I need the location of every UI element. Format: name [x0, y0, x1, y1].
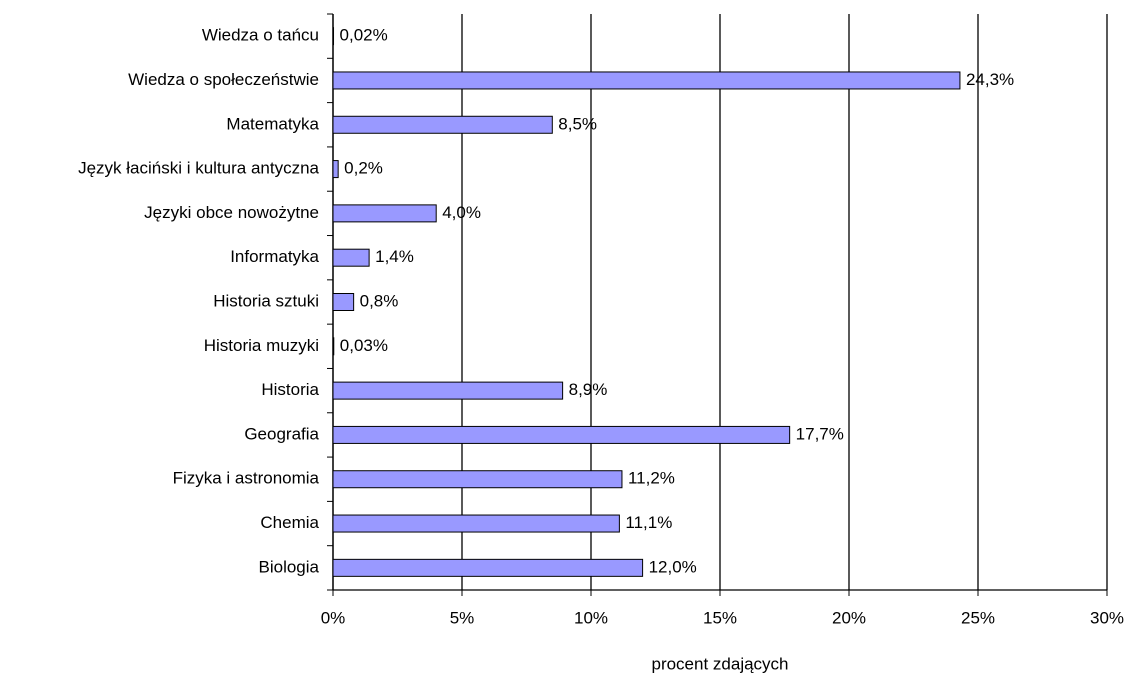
- bar: [332, 160, 339, 179]
- data-label: 12,0%: [649, 557, 697, 576]
- y-tick-label: Fizyka i astronomia: [173, 469, 320, 488]
- x-tick-label: 30%: [1090, 608, 1124, 627]
- bar: [332, 425, 791, 444]
- data-label: 0,02%: [340, 26, 388, 45]
- bar: [332, 115, 553, 134]
- data-label: 24,3%: [966, 70, 1014, 89]
- x-tick-label: 5%: [450, 608, 475, 627]
- data-label: 0,03%: [340, 336, 388, 355]
- data-label: 4,0%: [442, 203, 481, 222]
- bar: [332, 248, 370, 267]
- data-label: 0,8%: [360, 291, 399, 310]
- y-tick-label: Chemia: [260, 513, 319, 532]
- data-label: 11,1%: [625, 513, 672, 532]
- x-axis-title: procent zdających: [651, 654, 788, 673]
- x-tick-label: 10%: [574, 608, 608, 627]
- y-tick-label: Historia: [261, 380, 319, 399]
- y-tick-label: Matematyka: [226, 114, 319, 133]
- y-tick-label: Wiedza o społeczeństwie: [128, 70, 319, 89]
- x-tick-label: 25%: [961, 608, 995, 627]
- data-label: 17,7%: [796, 424, 844, 443]
- data-label: 11,2%: [628, 469, 675, 488]
- bar: [332, 558, 644, 577]
- y-tick-label: Języki obce nowożytne: [144, 203, 319, 222]
- bar: [332, 204, 437, 223]
- bar: [332, 337, 335, 356]
- y-tick-label: Informatyka: [230, 247, 319, 266]
- y-tick-label: Język łaciński i kultura antyczna: [78, 159, 319, 178]
- x-tick-label: 0%: [321, 608, 346, 627]
- y-tick-label: Historia muzyki: [204, 336, 319, 355]
- data-label: 8,9%: [569, 380, 608, 399]
- bar: [332, 470, 623, 489]
- x-tick-label: 20%: [832, 608, 866, 627]
- bar: [332, 514, 620, 533]
- data-label: 8,5%: [558, 114, 597, 133]
- bar: [332, 293, 355, 311]
- x-tick-label: 15%: [703, 608, 737, 627]
- bar: [332, 71, 961, 90]
- data-label: 0,2%: [344, 159, 383, 178]
- data-label: 1,4%: [375, 247, 414, 266]
- y-tick-label: Biologia: [259, 557, 320, 576]
- bar: [332, 27, 335, 46]
- y-tick-label: Wiedza o tańcu: [202, 26, 319, 45]
- y-tick-label: Historia sztuki: [213, 291, 319, 310]
- y-tick-label: Geografia: [244, 424, 319, 443]
- bar: [332, 381, 564, 400]
